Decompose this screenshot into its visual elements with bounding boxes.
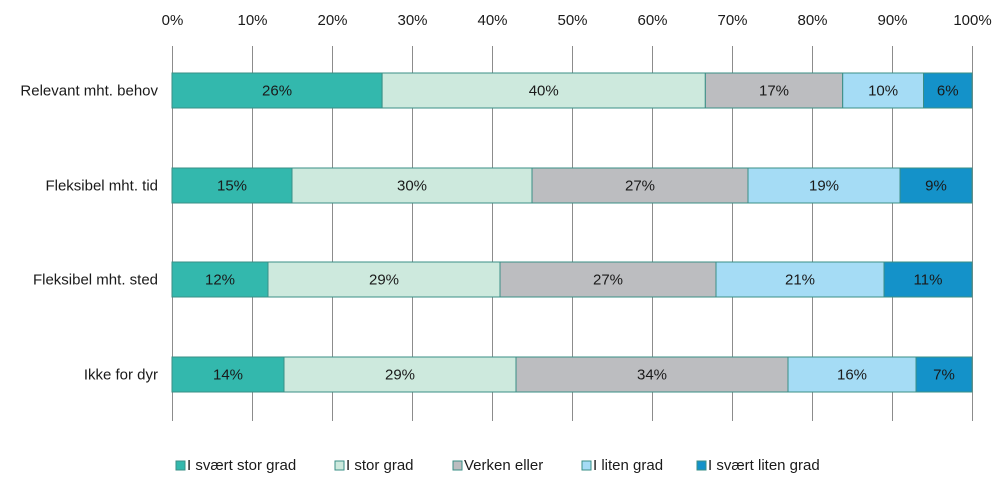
bar-segment xyxy=(915,356,973,393)
x-axis-ticks: 0% 10% 20% 30% 40% 50% 60% 70% 80% 90% 100% xyxy=(162,12,992,29)
bar-row: 15% 30% 27% 19% 9% xyxy=(171,167,973,204)
category-labels: Relevant mht. behov Fleksibel mht. tid Fle… xyxy=(20,83,158,384)
data-label: 29% xyxy=(369,272,399,289)
legend-item: I svært stor grad xyxy=(175,457,296,474)
legend-item: Verken eller xyxy=(452,457,543,474)
data-label: 16% xyxy=(837,367,867,384)
legend-item: I liten grad xyxy=(581,457,663,474)
bar-segment xyxy=(531,167,749,204)
data-label: 29% xyxy=(385,367,415,384)
legend-swatch xyxy=(581,460,592,471)
data-label: 40% xyxy=(529,83,559,100)
category-label: Fleksibel mht. sted xyxy=(33,272,158,289)
data-label: 7% xyxy=(933,367,955,384)
legend-label: Verken eller xyxy=(464,457,543,474)
bar-segment xyxy=(171,72,383,109)
data-label: 11% xyxy=(914,272,943,289)
x-tick-label: 80% xyxy=(797,12,827,29)
data-label: 9% xyxy=(925,178,947,195)
legend-label: I svært stor grad xyxy=(187,457,296,474)
data-label: 15% xyxy=(217,178,247,195)
data-label: 27% xyxy=(625,178,655,195)
x-tick-label: 30% xyxy=(397,12,427,29)
x-tick-label: 10% xyxy=(237,12,267,29)
legend: I svært stor grad I stor grad Verken eller… xyxy=(175,457,820,474)
data-label: 12% xyxy=(205,272,235,289)
data-label: 17% xyxy=(759,83,789,100)
legend-label: I liten grad xyxy=(593,457,663,474)
bar-segment xyxy=(883,261,973,298)
legend-item: I stor grad xyxy=(334,457,414,474)
x-tick-label: 0% xyxy=(162,12,184,29)
data-label: 6% xyxy=(937,83,959,100)
x-tick-label: 20% xyxy=(317,12,347,29)
data-label: 19% xyxy=(809,178,839,195)
bar-row: 14% 29% 34% 16% 7% xyxy=(171,356,973,393)
bars: 26% 40% 17% 10% 6% 15% 30% 27% 19% 9% 12% 29% 27% 21%… xyxy=(171,72,973,393)
bar-segment xyxy=(899,167,973,204)
x-tick-label: 70% xyxy=(717,12,747,29)
bar-row: 12% 29% 27% 21% 11% xyxy=(171,261,973,298)
legend-swatch xyxy=(334,460,345,471)
x-tick-label: 90% xyxy=(877,12,907,29)
bar-segment xyxy=(747,167,901,204)
data-label: 26% xyxy=(262,83,292,100)
bar-row: 26% 40% 17% 10% 6% xyxy=(171,72,973,109)
x-tick-label: 50% xyxy=(557,12,587,29)
data-label: 14% xyxy=(213,367,243,384)
bar-segment xyxy=(283,356,517,393)
category-label: Relevant mht. behov xyxy=(20,83,158,100)
category-label: Fleksibel mht. tid xyxy=(45,178,158,195)
bar-segment xyxy=(381,72,706,109)
data-label: 27% xyxy=(593,272,623,289)
legend-label: I svært liten grad xyxy=(708,457,820,474)
data-label: 34% xyxy=(637,367,667,384)
x-tick-label: 100% xyxy=(953,12,991,29)
legend-label: I stor grad xyxy=(346,457,414,474)
legend-item: I svært liten grad xyxy=(696,457,820,474)
data-label: 30% xyxy=(397,178,427,195)
x-tick-label: 60% xyxy=(637,12,667,29)
data-label: 21% xyxy=(785,272,815,289)
legend-swatch xyxy=(696,460,707,471)
bar-segment xyxy=(923,72,973,109)
bar-segment xyxy=(704,72,844,109)
bar-segment xyxy=(171,167,293,204)
bar-segment xyxy=(515,356,789,393)
bar-segment xyxy=(715,261,885,298)
bar-segment xyxy=(499,261,717,298)
bar-segment xyxy=(267,261,501,298)
legend-swatch xyxy=(175,460,186,471)
data-label: 10% xyxy=(868,83,898,100)
legend-swatch xyxy=(452,460,463,471)
x-tick-label: 40% xyxy=(477,12,507,29)
category-label: Ikke for dyr xyxy=(84,367,158,384)
